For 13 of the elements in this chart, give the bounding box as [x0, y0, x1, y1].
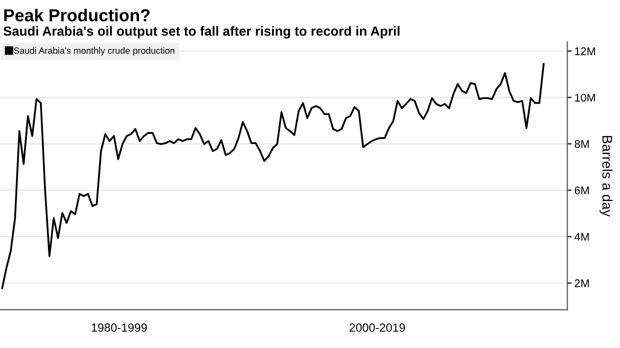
text: 2000-2019	[350, 323, 405, 332]
y-tick-label: 4M	[574, 233, 589, 241]
y-axis-title: Barrels a day	[600, 136, 613, 217]
y-tick-label: 6M	[574, 186, 589, 194]
line-series	[1, 63, 545, 290]
y-tick-label: 10M	[575, 94, 595, 102]
chart-title: Peak Production?	[4, 8, 150, 22]
y-tick-label: 2M	[574, 279, 589, 288]
text: 1980-1999	[92, 323, 147, 332]
legend-label: Saudi Arabia's monthly crude production	[14, 47, 174, 56]
y-tick-label: 12M	[575, 47, 595, 56]
chart-subtitle: Saudi Arabia's oil output set to fall after rising to record in April	[3, 26, 400, 38]
y-tick-label: 8M	[574, 140, 589, 148]
